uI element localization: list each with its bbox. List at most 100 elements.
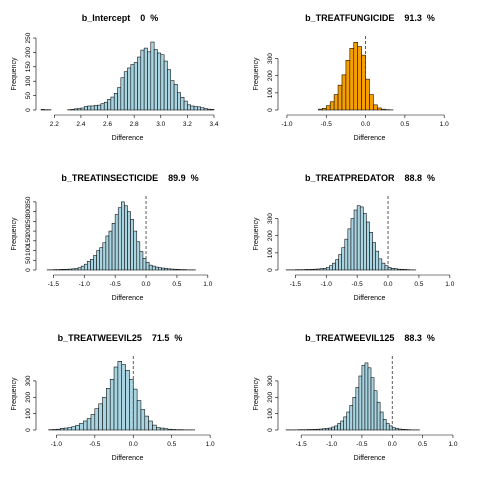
- histogram-bar: [134, 62, 137, 110]
- histogram-bar: [358, 47, 362, 110]
- histogram-bar: [87, 261, 90, 270]
- histogram-bar: [319, 429, 322, 430]
- histogram-bar: [103, 243, 106, 270]
- histogram-bar: [90, 259, 93, 270]
- histogram-bar: [129, 379, 133, 430]
- histogram-bar: [104, 102, 107, 110]
- histogram-bar: [164, 61, 167, 110]
- histogram-bar: [167, 70, 170, 110]
- histogram-bar: [388, 267, 391, 270]
- histogram-bar: [118, 88, 121, 110]
- histogram-bar: [152, 425, 156, 430]
- y-tick-label: 200: [267, 230, 274, 241]
- histogram-bar: [91, 106, 94, 110]
- histogram-bar: [338, 423, 341, 430]
- histogram-bar: [379, 259, 382, 270]
- x-tick-label: -0.5: [89, 441, 101, 448]
- histogram-bar: [112, 223, 115, 270]
- histogram-bar: [346, 60, 350, 110]
- histogram-bar: [101, 104, 104, 110]
- histogram-bar: [354, 42, 358, 110]
- histogram-bar: [83, 421, 87, 430]
- histogram-bar: [401, 429, 404, 430]
- y-axis-label: Frequency: [11, 217, 18, 251]
- histogram-bar: [74, 109, 77, 110]
- histogram-bar: [147, 52, 150, 110]
- histogram-bar: [403, 269, 406, 270]
- histogram-bar: [140, 252, 143, 270]
- x-tick-label: 1.0: [206, 441, 215, 448]
- histogram-bar: [106, 388, 110, 430]
- histogram-bar: [374, 391, 377, 430]
- histogram-bar: [66, 269, 69, 270]
- x-tick-label: -1.0: [79, 281, 91, 288]
- x-axis-label: Difference: [112, 135, 144, 142]
- x-tick-label: 1.0: [203, 281, 212, 288]
- histogram-bar: [79, 423, 83, 430]
- x-tick-label: -1.5: [296, 441, 308, 448]
- histogram-bar: [171, 81, 174, 110]
- histogram-bar: [356, 387, 359, 430]
- histogram-bar: [84, 264, 87, 270]
- histogram-bar: [84, 107, 87, 110]
- x-tick-label: 1.0: [448, 441, 457, 448]
- histogram-bar: [155, 267, 158, 270]
- y-tick-label: 250: [25, 32, 32, 43]
- histogram-panel-5: b_TREATWEEVIL25 71.5 % -1.0 -0.5 0.0 0.5 1.0 D…: [11, 333, 215, 462]
- x-axis-label: Difference: [354, 295, 386, 302]
- histogram-bar: [144, 48, 147, 110]
- histogram-bar: [114, 367, 118, 430]
- histogram-bar: [376, 251, 379, 270]
- histogram-bar: [171, 269, 174, 270]
- y-tick-label: 300: [267, 53, 274, 64]
- y-axis-label: Frequency: [253, 217, 260, 251]
- histogram-bar: [211, 109, 214, 110]
- histogram-bar: [158, 268, 161, 270]
- histogram-bar: [69, 269, 72, 270]
- histogram-bar: [344, 417, 347, 430]
- y-tick-label: 0: [267, 428, 274, 432]
- histogram-bar: [115, 215, 118, 270]
- x-tick-label: 1.0: [440, 121, 449, 128]
- histogram-bar: [114, 93, 117, 110]
- histogram-bar: [126, 370, 130, 430]
- x-tick-label: 0.0: [142, 281, 151, 288]
- histogram-bar: [342, 248, 345, 270]
- histogram-bar: [400, 269, 403, 270]
- histogram-bar: [389, 426, 392, 430]
- histogram-bar: [366, 79, 370, 110]
- histogram-bar: [380, 412, 383, 430]
- histogram-bar: [103, 397, 107, 430]
- histogram-bar: [335, 426, 338, 430]
- histogram-bar: [194, 107, 197, 110]
- histogram-bar: [184, 101, 187, 110]
- histogram-bar: [370, 232, 373, 270]
- y-tick-label: 0: [267, 268, 274, 272]
- x-tick-label: 0.0: [361, 121, 370, 128]
- histogram-bar: [68, 428, 72, 430]
- x-tick-label: 1.0: [445, 281, 454, 288]
- histogram-bar: [368, 368, 371, 430]
- chart-title: b_TREATFUNGICIDE 91.3 %: [305, 13, 435, 23]
- x-axis-label: Difference: [354, 455, 386, 462]
- histogram-bar: [314, 269, 317, 270]
- histogram-bar: [95, 409, 99, 430]
- histogram-bar: [187, 105, 190, 110]
- histogram-bar: [168, 429, 172, 430]
- histogram-bar: [133, 389, 137, 430]
- histogram-bar: [371, 378, 374, 430]
- histogram-bar: [362, 365, 365, 430]
- histogram-bar: [161, 55, 164, 110]
- histogram-bar: [128, 68, 131, 110]
- x-tick-label: -1.5: [290, 281, 302, 288]
- histogram-bar: [342, 75, 346, 110]
- histogram-bar: [382, 263, 385, 270]
- histogram-bar: [332, 263, 335, 270]
- histogram-bar: [161, 268, 164, 270]
- x-axis-label: Difference: [112, 295, 144, 302]
- histogram-bar: [109, 231, 112, 270]
- x-tick-label: -1.5: [48, 281, 60, 288]
- x-tick-label: 3.2: [183, 121, 192, 128]
- histogram-bar: [121, 78, 124, 110]
- y-tick-label: 50: [25, 92, 32, 100]
